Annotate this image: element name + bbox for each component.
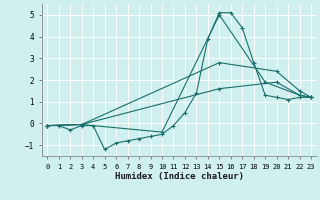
X-axis label: Humidex (Indice chaleur): Humidex (Indice chaleur) xyxy=(115,172,244,181)
